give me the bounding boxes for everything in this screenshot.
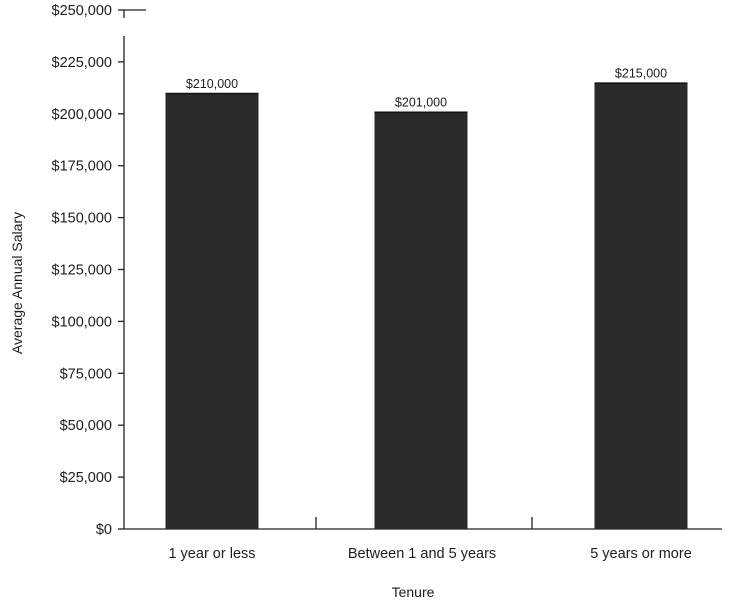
bar-data-label: $215,000	[615, 67, 667, 81]
bar-data-label: $210,000	[186, 77, 238, 91]
y-tick-label: $150,000	[52, 211, 112, 227]
y-tick-label: $0	[96, 522, 112, 538]
bar	[374, 111, 468, 529]
y-tick-label: $250,000	[52, 3, 112, 19]
y-tick-label: $50,000	[60, 418, 112, 434]
bar-data-label: $201,000	[395, 96, 447, 110]
y-tick-label: $100,000	[52, 314, 112, 330]
bars	[165, 82, 688, 529]
y-tick-label: $200,000	[52, 107, 112, 123]
x-axis-title: Tenure	[392, 584, 435, 600]
x-category-label: 5 years or more	[590, 546, 692, 562]
y-tick-label: $25,000	[60, 470, 112, 486]
y-tick-label: $175,000	[52, 159, 112, 175]
bar	[165, 93, 259, 529]
x-category-label: 1 year or less	[168, 546, 255, 562]
y-tick-label: $225,000	[52, 55, 112, 71]
data-labels: $210,000 $201,000 $215,000	[186, 67, 667, 110]
bar	[594, 82, 688, 529]
y-tick-label: $125,000	[52, 263, 112, 279]
y-axis-title: Average Annual Salary	[9, 212, 25, 354]
y-axis-top-mark	[123, 9, 146, 18]
y-tick-label: $75,000	[60, 366, 112, 382]
y-axis: $0 $25,000 $50,000 $75,000 $100,000 $125,000 $…	[52, 3, 146, 538]
x-category-label: Between 1 and 5 years	[348, 546, 496, 562]
